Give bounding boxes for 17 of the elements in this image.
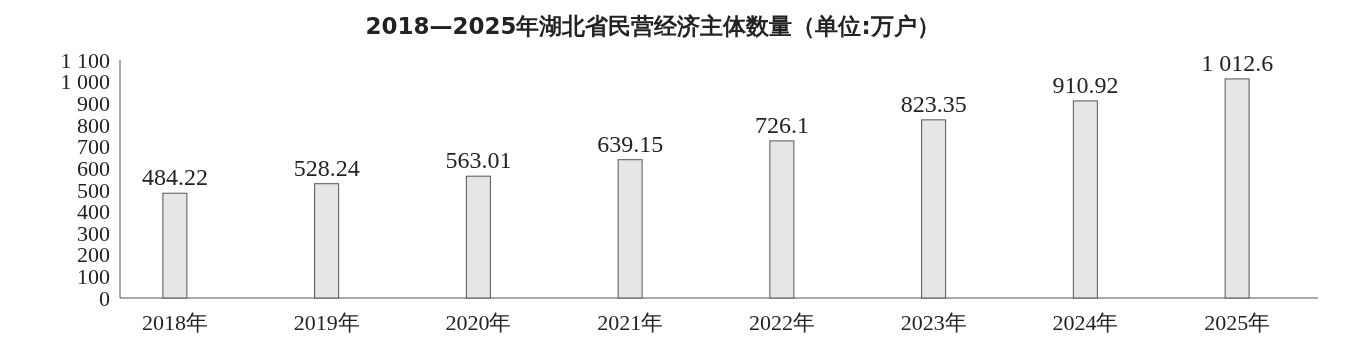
data-label: 910.92: [1052, 71, 1119, 98]
x-tick-label: 2018年: [141, 310, 208, 335]
chart-title: 2018—2025年湖北省民营经济主体数量（单位:万户）: [365, 13, 940, 39]
x-tick-label: 2023年: [900, 310, 967, 335]
x-tick-label: 2021年: [597, 310, 664, 335]
data-label: 823.35: [900, 90, 967, 117]
x-tick-label: 2020年: [445, 310, 512, 335]
x-tick-label: 2024年: [1052, 310, 1119, 335]
x-tick-label: 2025年: [1204, 310, 1271, 335]
data-label: 639.15: [597, 130, 664, 157]
data-label: 1 012.6: [1201, 49, 1274, 76]
data-label: 726.1: [754, 111, 809, 138]
x-tick-label: 2019年: [293, 310, 360, 335]
data-label: 484.22: [141, 164, 208, 191]
x-tick-label: 2022年: [748, 310, 815, 335]
data-label: 563.01: [445, 147, 512, 174]
data-label: 528.24: [293, 154, 360, 181]
